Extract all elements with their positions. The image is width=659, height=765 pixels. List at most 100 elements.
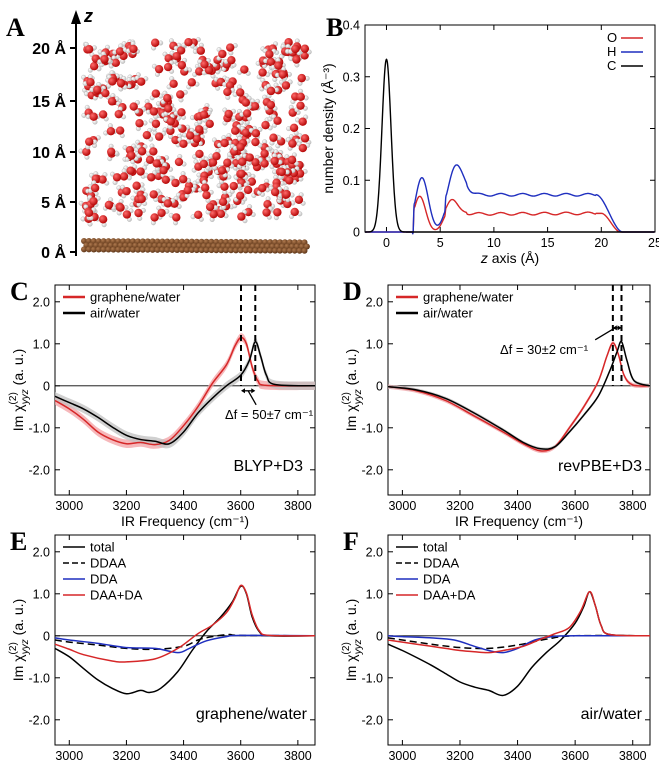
oxygen-atom — [86, 78, 95, 87]
oxygen-atom — [295, 169, 305, 178]
oxygen-atom — [261, 120, 270, 130]
carbon-atom — [169, 246, 176, 253]
carbon-atom — [252, 247, 259, 254]
oxygen-atom — [243, 185, 253, 195]
y-tick-label: 0.4 — [343, 19, 360, 33]
oxygen-atom — [116, 78, 126, 88]
oxygen-atom — [166, 126, 175, 136]
legend-label-air-water: air/water — [423, 306, 474, 321]
legend-label-daa-da: DAA+DA — [90, 588, 143, 603]
y-axis-label-prefix: Im χ — [343, 654, 359, 681]
carbon-atom — [218, 247, 225, 254]
carbon-atom — [213, 247, 220, 254]
oxygen-atom — [294, 195, 304, 204]
oxygen-atom — [164, 104, 173, 113]
y-tick-label: -2.0 — [28, 713, 50, 727]
uncertainty-band-air-water — [55, 337, 315, 449]
carbon-atom — [247, 247, 254, 254]
z-tick-label: 5 Å — [41, 193, 66, 212]
oxygen-atom — [150, 38, 160, 47]
legend-label-graphene-water: graphene/water — [423, 290, 514, 305]
oxygen-atom — [250, 102, 260, 111]
oxygen-atom — [159, 166, 168, 175]
x-tick-label: 3000 — [388, 499, 416, 513]
oxygen-atom — [237, 169, 246, 179]
carbon-atom — [125, 246, 132, 253]
oxygen-atom — [177, 108, 186, 117]
uncertainty-band-graphene-water — [388, 340, 650, 454]
y-axis-label-suffix: (a. u.) — [10, 599, 26, 639]
y-tick-label: 1.0 — [366, 587, 383, 601]
annotation-pointer — [247, 390, 257, 406]
x-tick-label: 3200 — [113, 749, 141, 763]
oxygen-atom — [266, 100, 276, 110]
arrowhead-icon — [617, 325, 622, 331]
oxygen-atom — [163, 62, 173, 72]
oxygen-atom — [196, 46, 206, 55]
carbon-atom — [277, 247, 283, 254]
oxygen-atom — [205, 119, 214, 129]
carbon-atom — [281, 247, 288, 254]
carbon-atom — [130, 246, 136, 253]
delta-f-annotation: Δf = 30±2 cm⁻¹ — [500, 342, 589, 357]
chart-panel-c: C 3000 3200 3400 3600 3800 2.0 1.0 0 -1.0 -2.0 IR F… — [8, 277, 316, 529]
oxygen-atom — [106, 147, 116, 156]
oxygen-atom — [195, 125, 204, 134]
panel-label-a: A — [6, 13, 25, 42]
oxygen-atom — [260, 159, 269, 168]
x-tick-label: 3800 — [284, 749, 312, 763]
panel-label-d: D — [343, 277, 362, 306]
oxygen-atom — [178, 174, 188, 184]
oxygen-atom — [236, 191, 245, 201]
y-axis-label: Im χ(2)yyz (a. u.) — [8, 599, 31, 682]
y-tick-label: 0 — [43, 629, 50, 643]
carbon-atom — [257, 247, 264, 254]
oxygen-atom — [187, 78, 197, 87]
carbon-atom — [193, 247, 200, 254]
x-tick-label: 25 — [648, 236, 659, 250]
oxygen-atom — [147, 173, 156, 182]
carbon-atom — [262, 247, 269, 254]
chart-panel-b: B 0 5 10 15 20 25 0 0.1 0.2 0.3 0.4 z axis (Å) number… — [320, 13, 659, 266]
oxygen-atom — [289, 123, 299, 133]
oxygen-atom — [177, 60, 187, 70]
oxygen-atom — [142, 130, 152, 140]
x-axis-label-symbol: z — [480, 250, 488, 266]
panel-a-snapshot: A z 20 Å 15 Å 10 Å 5 Å 0 Å — [6, 6, 312, 262]
oxygen-atom — [84, 137, 94, 146]
oxygen-atom — [296, 92, 305, 101]
oxygen-atom — [152, 159, 161, 168]
oxygen-atom — [84, 208, 94, 218]
panel-label-c: C — [10, 277, 29, 306]
carbon-atom — [144, 246, 151, 253]
oxygen-atom — [90, 183, 100, 193]
legend-label-ddaa: DDAA — [423, 556, 459, 571]
oxygen-atom — [241, 98, 251, 107]
oxygen-atom — [245, 153, 254, 162]
legend-label-total: total — [423, 540, 448, 555]
oxygen-atom — [298, 143, 308, 153]
y-tick-label: 2.0 — [366, 545, 383, 559]
oxygen-atom — [236, 88, 245, 97]
oxygen-atom — [220, 182, 229, 191]
oxygen-atom — [137, 194, 146, 204]
oxygen-atom — [149, 107, 159, 116]
oxygen-atom — [127, 151, 136, 160]
y-axis-label-sup: (2) — [341, 642, 352, 654]
x-tick-label: 0 — [383, 236, 390, 250]
x-tick-label: 3400 — [504, 749, 532, 763]
chart-panel-e: E 3000 3200 3400 3600 3800 2.0 1.0 0 -1.0 -2.0 IR F… — [8, 527, 316, 765]
x-axis-label: IR Frequency (cm⁻¹) — [455, 513, 583, 529]
x-tick-label: 3400 — [504, 499, 532, 513]
carbon-atom — [232, 247, 239, 254]
y-axis-label-sub: yyz — [353, 389, 364, 405]
oxygen-atom — [137, 77, 146, 86]
oxygen-atom — [247, 177, 257, 186]
oxygen-atom — [89, 112, 98, 121]
oxygen-atom — [223, 158, 232, 167]
oxygen-atom — [145, 155, 155, 165]
series-line-daa-da — [54, 584, 316, 663]
oxygen-atom — [166, 117, 176, 126]
x-axis-label: z axis (Å) — [480, 250, 539, 266]
oxygen-atom — [277, 167, 286, 177]
